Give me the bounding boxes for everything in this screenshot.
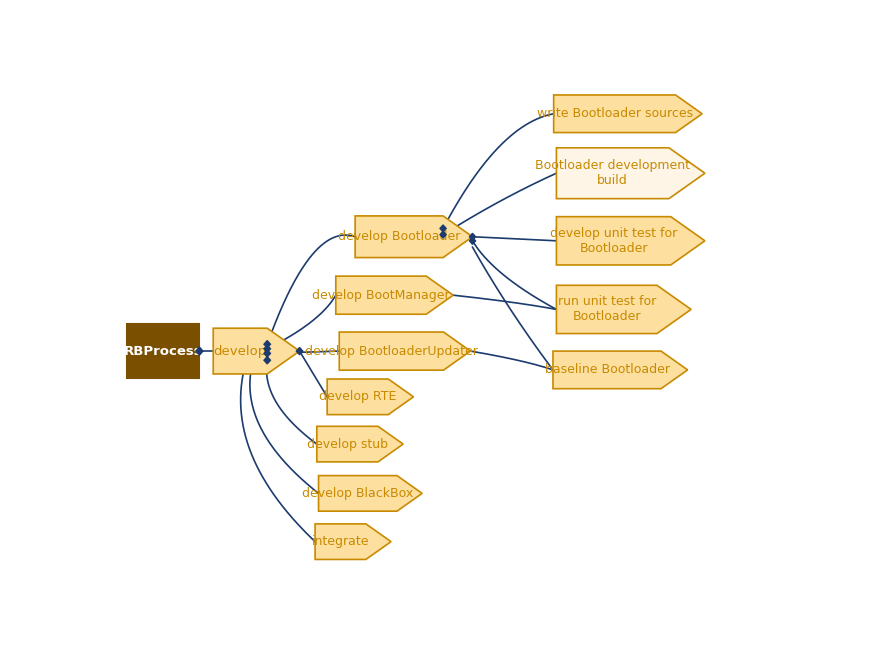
Polygon shape bbox=[336, 276, 454, 314]
Text: develop RTE: develop RTE bbox=[319, 390, 396, 403]
Text: integrate: integrate bbox=[312, 535, 369, 548]
Text: develop BootManager: develop BootManager bbox=[312, 288, 450, 302]
Text: develop unit test for
Bootloader: develop unit test for Bootloader bbox=[550, 227, 677, 255]
Polygon shape bbox=[356, 216, 472, 257]
Text: Bootloader development
build: Bootloader development build bbox=[535, 159, 691, 187]
Text: develop: develop bbox=[214, 345, 266, 358]
Text: write Bootloader sources: write Bootloader sources bbox=[536, 108, 692, 120]
Text: develop stub: develop stub bbox=[307, 438, 388, 451]
Text: develop Bootloader: develop Bootloader bbox=[338, 230, 461, 244]
Text: develop BlackBox: develop BlackBox bbox=[302, 487, 413, 500]
Polygon shape bbox=[553, 95, 702, 133]
Polygon shape bbox=[315, 524, 391, 560]
Polygon shape bbox=[470, 233, 476, 240]
Polygon shape bbox=[196, 347, 203, 355]
Polygon shape bbox=[297, 347, 303, 354]
Text: develop BootloaderUpdater: develop BootloaderUpdater bbox=[305, 345, 478, 358]
Polygon shape bbox=[264, 356, 271, 364]
Polygon shape bbox=[339, 332, 470, 370]
Text: run unit test for
Bootloader: run unit test for Bootloader bbox=[558, 296, 656, 323]
Polygon shape bbox=[556, 216, 705, 265]
Polygon shape bbox=[264, 345, 271, 352]
Bar bbox=[127, 325, 200, 378]
Polygon shape bbox=[440, 225, 446, 232]
Polygon shape bbox=[327, 379, 413, 414]
Polygon shape bbox=[264, 350, 271, 357]
Polygon shape bbox=[264, 341, 271, 348]
Polygon shape bbox=[317, 426, 403, 462]
Polygon shape bbox=[556, 285, 691, 333]
Polygon shape bbox=[470, 238, 476, 244]
Polygon shape bbox=[319, 476, 422, 511]
Polygon shape bbox=[213, 328, 299, 374]
Polygon shape bbox=[440, 231, 446, 238]
Text: baseline Bootloader: baseline Bootloader bbox=[544, 364, 669, 376]
Polygon shape bbox=[553, 351, 688, 389]
Polygon shape bbox=[556, 148, 705, 199]
Text: RBProcess: RBProcess bbox=[124, 345, 202, 358]
